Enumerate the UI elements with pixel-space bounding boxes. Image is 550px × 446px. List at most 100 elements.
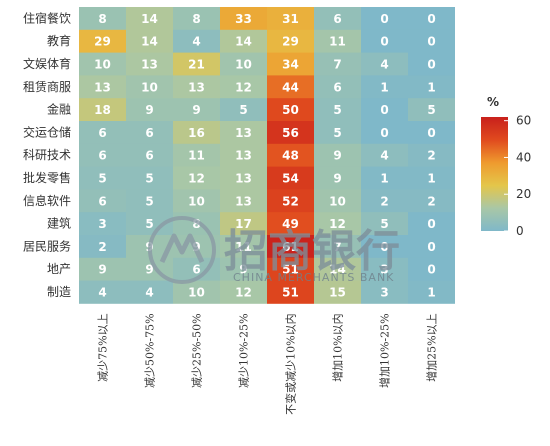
cell-value-label: 51 [282, 286, 299, 300]
cell-value-label: 3 [380, 286, 388, 300]
column-label: 减少10%-25% [238, 313, 251, 388]
heatmap-cell [361, 98, 408, 122]
cell-value-label: 7 [333, 58, 341, 72]
heatmap-cell [361, 143, 408, 167]
cell-value-label: 10 [188, 194, 205, 208]
cell-value-label: 4 [380, 149, 388, 163]
cell-value-label: 56 [282, 126, 299, 140]
heatmap-cell [126, 166, 173, 190]
heatmap-cell [173, 52, 220, 76]
heatmap-cell [314, 212, 361, 236]
cell-value-label: 0 [427, 58, 435, 72]
cell-value-label: 10 [188, 286, 205, 300]
heatmap-cell [361, 166, 408, 190]
watermark-logo [148, 216, 216, 284]
cell-value-label: 1 [380, 172, 388, 186]
heatmap-cell [408, 212, 455, 236]
cell-value-label: 10 [235, 58, 252, 72]
heatmap-cell [126, 52, 173, 76]
cell-value-label: 6 [333, 80, 341, 94]
heatmap-cell [267, 121, 314, 145]
heatmap-cell [79, 189, 126, 213]
heatmap-cell [79, 52, 126, 76]
cell-value-label: 4 [380, 58, 388, 72]
cell-value-label: 0 [380, 240, 388, 254]
heatmap-cell [314, 257, 361, 281]
cell-value-label: 9 [98, 263, 106, 277]
heatmap-cell [220, 7, 267, 31]
heatmap-cell [220, 98, 267, 122]
heatmap-cell [79, 235, 126, 259]
heatmap-cell [314, 52, 361, 76]
row-label: 住宿餐饮 [23, 10, 71, 25]
heatmap-cell [408, 257, 455, 281]
cell-value-label: 6 [145, 126, 153, 140]
cell-value-label: 15 [329, 286, 346, 300]
cell-value-label: 16 [188, 126, 205, 140]
cell-value-label: 11 [188, 149, 205, 163]
cell-value-label: 61 [282, 240, 299, 254]
cell-value-label: 1 [427, 286, 435, 300]
heatmap-cell [220, 121, 267, 145]
cell-value-label: 29 [94, 35, 111, 49]
heatmap-cell [361, 75, 408, 99]
heatmap-cell [220, 52, 267, 76]
heatmap-cell [79, 166, 126, 190]
row-label: 信息软件 [23, 193, 71, 208]
heatmap-cell [361, 189, 408, 213]
heatmap-cell [173, 257, 220, 281]
cell-value-label: 0 [427, 12, 435, 26]
heatmap-cell [267, 52, 314, 76]
cell-value-label: 0 [427, 263, 435, 277]
heatmap-cell [361, 7, 408, 31]
cell-value-label: 50 [282, 103, 299, 117]
cell-value-label: 10 [94, 58, 111, 72]
cell-value-label: 2 [427, 149, 435, 163]
cell-value-label: 13 [235, 126, 252, 140]
cell-value-label: 6 [145, 149, 153, 163]
cell-value-label: 12 [235, 80, 252, 94]
cell-value-label: 1 [427, 172, 435, 186]
heatmap-cell [126, 280, 173, 304]
cell-value-label: 6 [98, 126, 106, 140]
cell-value-label: 0 [380, 35, 388, 49]
cell-value-label: 9 [145, 103, 153, 117]
heatmap-cell [173, 98, 220, 122]
heatmap-cell [267, 189, 314, 213]
cell-value-label: 8 [98, 12, 106, 26]
row-label: 制造 [47, 285, 71, 299]
legend-unit: % [487, 95, 499, 109]
cell-value-label: 52 [282, 194, 299, 208]
cell-value-label: 54 [282, 172, 299, 186]
cell-value-label: 0 [427, 240, 435, 254]
column-label: 减少75%以上 [97, 313, 110, 381]
heatmap-cell [220, 75, 267, 99]
row-label: 建筑 [47, 216, 71, 231]
heatmap-cell [267, 280, 314, 304]
watermark: 招商银行 CHINA MERCHANTS BANK [148, 216, 400, 284]
cell-value-label: 51 [282, 263, 299, 277]
heatmap-cell [267, 235, 314, 259]
heatmap-cell [361, 52, 408, 76]
heatmap-cell [79, 29, 126, 53]
cell-value-label: 5 [333, 103, 341, 117]
column-label: 减少50%-75% [144, 313, 157, 388]
cell-value-label: 8 [192, 217, 200, 231]
cell-value-label: 18 [94, 103, 111, 117]
heatmap-cell [267, 212, 314, 236]
heatmap-cell [314, 29, 361, 53]
heatmap-cell [408, 121, 455, 145]
cell-value-label: 5 [98, 172, 106, 186]
heatmap-cell [408, 189, 455, 213]
cell-value-label: 5 [333, 126, 341, 140]
column-label: 增加10%-25% [378, 313, 392, 388]
cell-value-label: 3 [98, 217, 106, 231]
heatmap-cell [220, 166, 267, 190]
cell-value-label: 5 [239, 103, 247, 117]
cell-value-label: 29 [282, 35, 299, 49]
heatmap-cell [408, 166, 455, 190]
row-label: 教育 [47, 33, 71, 48]
cell-value-label: 3 [380, 263, 388, 277]
heatmap-cell [126, 189, 173, 213]
